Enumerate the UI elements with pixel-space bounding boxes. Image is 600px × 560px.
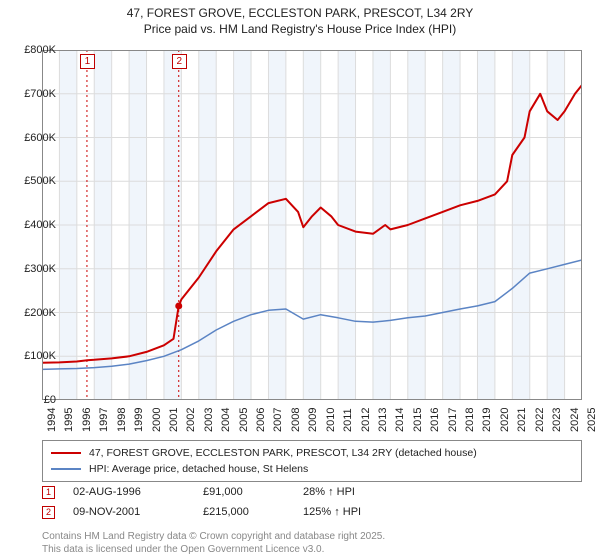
legend-row-property: 47, FOREST GROVE, ECCLESTON PARK, PRESCO… (51, 445, 573, 461)
event-row-1: 1 02-AUG-1996 £91,000 28% ↑ HPI (42, 482, 582, 502)
footer-line-2: This data is licensed under the Open Gov… (42, 544, 385, 557)
x-tick-label: 2000 (151, 408, 163, 432)
footer-line-1: Contains HM Land Registry data © Crown c… (42, 531, 385, 544)
title-line-1: 47, FOREST GROVE, ECCLESTON PARK, PRESCO… (0, 6, 600, 22)
chart-plot-area (42, 50, 582, 400)
x-tick-label: 2018 (464, 408, 476, 432)
x-tick-label: 2019 (481, 408, 493, 432)
y-tick-label: £300K (10, 263, 56, 275)
x-tick-label: 1994 (46, 408, 58, 432)
x-tick-label: 1995 (63, 408, 75, 432)
x-tick-label: 2020 (499, 408, 511, 432)
x-tick-label: 2012 (360, 408, 372, 432)
legend-label-hpi: HPI: Average price, detached house, St H… (89, 463, 308, 475)
event-rel-2: 125% ↑ HPI (303, 506, 423, 518)
y-tick-label: £400K (10, 219, 56, 231)
event-date-1: 02-AUG-1996 (73, 486, 203, 498)
x-tick-label: 2023 (551, 408, 563, 432)
y-tick-label: £500K (10, 175, 56, 187)
event-row-2: 2 09-NOV-2001 £215,000 125% ↑ HPI (42, 502, 582, 522)
y-tick-label: £200K (10, 307, 56, 319)
legend-swatch-hpi (51, 468, 81, 470)
legend-row-hpi: HPI: Average price, detached house, St H… (51, 461, 573, 477)
y-tick-label: £0 (10, 394, 56, 406)
event-marker-2: 2 (42, 506, 55, 519)
x-tick-label: 2015 (412, 408, 424, 432)
x-tick-label: 2016 (429, 408, 441, 432)
event-marker-box: 1 (80, 54, 95, 69)
x-tick-label: 2003 (203, 408, 215, 432)
event-price-1: £91,000 (203, 486, 303, 498)
chart-svg (42, 50, 582, 400)
chart-title: 47, FOREST GROVE, ECCLESTON PARK, PRESCO… (0, 0, 600, 37)
y-tick-label: £700K (10, 88, 56, 100)
x-tick-label: 2014 (394, 408, 406, 432)
x-tick-label: 2021 (516, 408, 528, 432)
x-tick-label: 2004 (220, 408, 232, 432)
title-line-2: Price paid vs. HM Land Registry's House … (0, 22, 600, 38)
x-tick-label: 2011 (342, 408, 354, 432)
x-tick-label: 2008 (290, 408, 302, 432)
x-tick-label: 2002 (185, 408, 197, 432)
x-tick-label: 2017 (447, 408, 459, 432)
event-rel-1: 28% ↑ HPI (303, 486, 423, 498)
x-tick-label: 1998 (116, 408, 128, 432)
event-date-2: 09-NOV-2001 (73, 506, 203, 518)
x-tick-label: 2024 (569, 408, 581, 432)
y-tick-label: £800K (10, 44, 56, 56)
event-marker-box: 2 (172, 54, 187, 69)
y-tick-label: £600K (10, 132, 56, 144)
x-tick-label: 1999 (133, 408, 145, 432)
legend-swatch-property (51, 452, 81, 454)
x-tick-label: 2009 (307, 408, 319, 432)
x-tick-label: 1996 (81, 408, 93, 432)
event-price-2: £215,000 (203, 506, 303, 518)
x-tick-label: 2006 (255, 408, 267, 432)
event-list: 1 02-AUG-1996 £91,000 28% ↑ HPI 2 09-NOV… (42, 482, 582, 522)
x-tick-label: 2001 (168, 408, 180, 432)
x-tick-label: 2007 (272, 408, 284, 432)
x-tick-label: 2022 (534, 408, 546, 432)
legend-box: 47, FOREST GROVE, ECCLESTON PARK, PRESCO… (42, 440, 582, 482)
x-tick-label: 2025 (586, 408, 598, 432)
x-tick-label: 1997 (98, 408, 110, 432)
x-tick-label: 2010 (325, 408, 337, 432)
legend-label-property: 47, FOREST GROVE, ECCLESTON PARK, PRESCO… (89, 447, 477, 459)
footer-attribution: Contains HM Land Registry data © Crown c… (42, 531, 385, 556)
x-tick-label: 2013 (377, 408, 389, 432)
y-tick-label: £100K (10, 350, 56, 362)
x-tick-label: 2005 (238, 408, 250, 432)
event-marker-1: 1 (42, 486, 55, 499)
